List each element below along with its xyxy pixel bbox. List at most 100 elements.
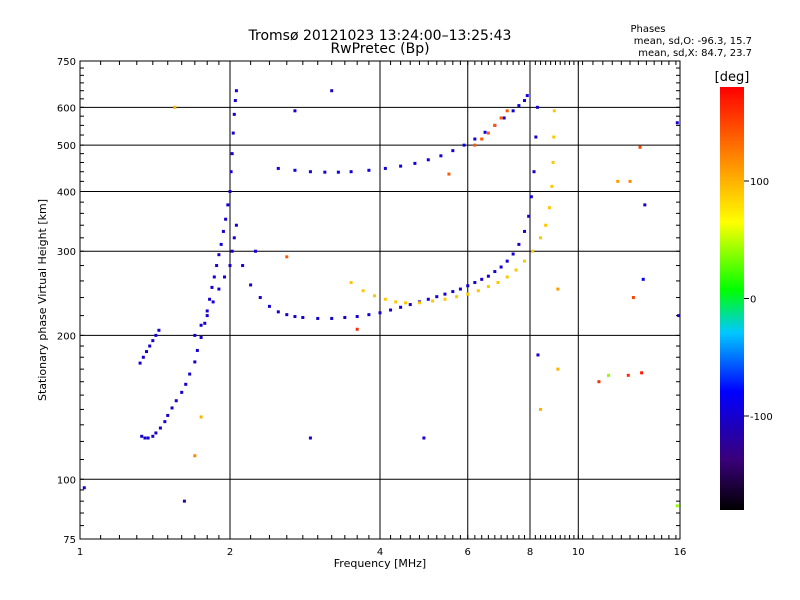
trace-point xyxy=(336,170,340,174)
scatter-point xyxy=(556,367,560,371)
trace-point xyxy=(480,137,484,141)
scatter-point xyxy=(607,373,611,377)
trace-point xyxy=(451,149,455,153)
trace-point xyxy=(141,355,145,359)
trace-point xyxy=(221,229,225,233)
trace-point xyxy=(301,315,305,319)
y-tick-label: 750 xyxy=(57,57,76,68)
trace-point xyxy=(258,296,262,300)
scatter-point xyxy=(82,486,86,490)
trace-point xyxy=(413,161,417,165)
phase-stats-header: Phases xyxy=(630,24,665,35)
scatter-point xyxy=(330,89,334,93)
trace-point xyxy=(217,287,221,291)
plot-area: 1 2 4 6 8 10 16 75 100 200 300 400 500 600 750 xyxy=(57,57,686,558)
trace-point xyxy=(349,281,353,285)
trace-point xyxy=(486,274,490,278)
scatter-point xyxy=(536,353,540,357)
scatter-point xyxy=(199,415,203,419)
scatter-point xyxy=(308,436,312,440)
colorbar-label: [deg] xyxy=(715,70,750,85)
y-tick-label: 75 xyxy=(63,535,76,546)
trace-point xyxy=(511,109,515,113)
trace-point xyxy=(193,360,197,364)
trace-point xyxy=(230,152,234,156)
data-points xyxy=(82,89,681,508)
y-axis-label: Stationary phase Virtual Height [km] xyxy=(36,199,49,401)
trace-point xyxy=(210,285,214,289)
x-tick-label: 2 xyxy=(227,547,233,558)
trace-point xyxy=(349,170,353,174)
trace-point xyxy=(138,361,142,365)
trace-point xyxy=(232,112,236,116)
trace-point xyxy=(166,413,170,417)
trace-point xyxy=(493,270,497,274)
trace-point xyxy=(208,297,212,301)
trace-point xyxy=(343,315,347,319)
trace-point xyxy=(188,372,192,376)
trace-point xyxy=(505,109,509,113)
trace-point xyxy=(480,277,484,281)
trace-point xyxy=(151,339,155,343)
scatter-point xyxy=(628,179,632,183)
axis-ticks: 1 2 4 6 8 10 16 75 100 200 300 400 500 600 750 xyxy=(57,57,686,558)
scatter-point xyxy=(293,109,297,113)
trace-point xyxy=(228,189,232,193)
trace-point xyxy=(483,130,487,134)
trace-point xyxy=(535,105,539,109)
trace-point xyxy=(499,265,503,269)
trace-point xyxy=(517,242,521,246)
trace-point xyxy=(466,292,470,296)
scatter-point xyxy=(355,327,359,331)
trace-point xyxy=(514,268,518,272)
trace-point xyxy=(212,275,216,279)
trace-point xyxy=(293,315,297,319)
colorbar-tick-label: 0 xyxy=(750,295,756,306)
trace-point xyxy=(399,164,403,168)
x-tick-label: 10 xyxy=(572,547,585,558)
trace-point xyxy=(394,300,398,304)
trace-point xyxy=(552,109,556,113)
trace-point xyxy=(211,300,215,304)
trace-point xyxy=(523,229,527,233)
trace-point xyxy=(199,323,203,327)
trace-point xyxy=(154,333,158,337)
trace-point xyxy=(451,290,455,294)
trace-point xyxy=(146,436,150,440)
trace-point xyxy=(226,203,230,207)
trace-point xyxy=(473,143,477,147)
trace-point xyxy=(399,305,403,309)
trace-point xyxy=(473,281,477,285)
trace-point xyxy=(323,170,327,174)
scatter-point xyxy=(556,287,560,291)
y-tick-label: 600 xyxy=(57,103,76,114)
trace-point xyxy=(154,431,158,435)
trace-point xyxy=(170,406,174,410)
trace-point xyxy=(148,344,152,348)
x-axis-label: Frequency [MHz] xyxy=(334,557,426,570)
trace-point xyxy=(534,135,538,139)
trace-point xyxy=(145,350,149,354)
trace-point xyxy=(285,313,289,317)
colorbar: [deg] -100 0 100 xyxy=(715,70,773,510)
trace-point xyxy=(389,308,393,312)
scatter-point xyxy=(253,249,257,253)
colorbar-ticks: -100 0 100 xyxy=(744,177,773,423)
trace-point xyxy=(293,168,297,172)
phase-stats-o: mean, sd,O: -96.3, 15.7 xyxy=(634,36,752,47)
chart-title: Tromsø 20121023 13:24:00–13:25:43 xyxy=(248,28,512,44)
trace-point xyxy=(199,335,203,339)
trace-point xyxy=(502,116,506,120)
y-tick-label: 100 xyxy=(57,475,76,486)
trace-point xyxy=(232,236,236,240)
trace-point xyxy=(417,301,421,305)
colorbar-tick-label: -100 xyxy=(750,412,773,423)
scatter-point xyxy=(182,499,186,503)
trace-point xyxy=(219,242,223,246)
scatter-point xyxy=(447,172,451,176)
trace-point xyxy=(431,299,435,303)
trace-point xyxy=(552,135,556,139)
trace-point xyxy=(151,434,155,438)
trace-point xyxy=(215,264,219,268)
trace-point xyxy=(230,249,234,253)
